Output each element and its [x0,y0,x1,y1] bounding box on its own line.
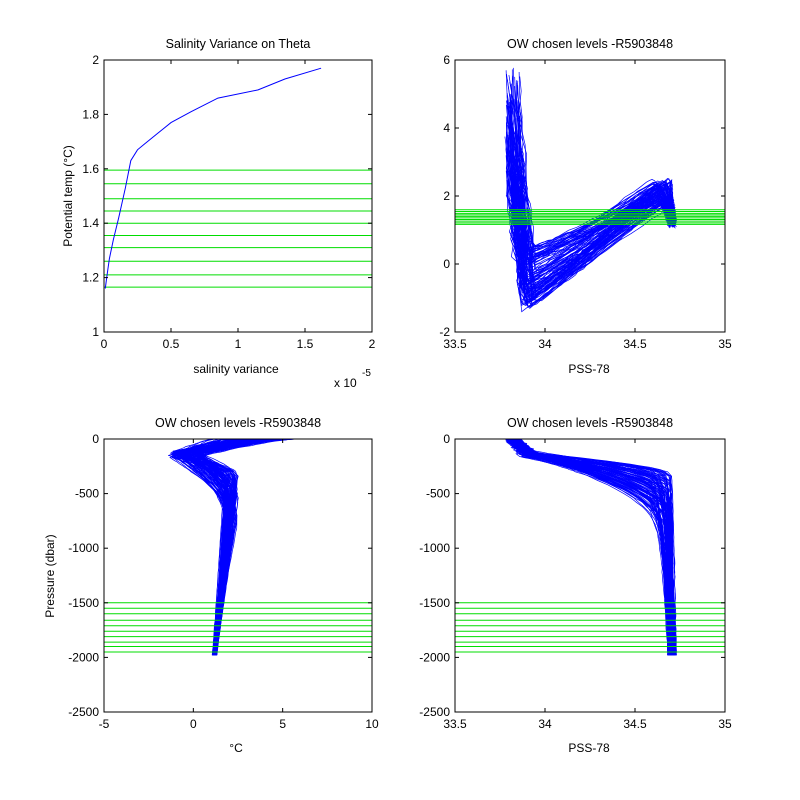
y-tick-label: -2000 [68,650,99,664]
y-tick-label: 1.8 [82,107,99,121]
y-tick-label: 1.6 [82,162,99,176]
panel-theta-salinity: 33.5 34 34.5 35 -2 0 2 4 6 OW chosen levels -R59… [439,37,732,376]
panel-4-title: OW chosen levels -R5903848 [507,416,673,430]
x-tick-label: 34 [538,717,552,731]
y-tick-label: 6 [443,53,450,67]
x-tick-label: 0 [101,337,108,351]
panel-1-ylabel: Potential temp (°C) [61,145,75,247]
panel-2-xlabel: PSS-78 [568,362,610,376]
x-tick-label: 1 [235,337,242,351]
panel-pressure-temperature: -5 0 5 10 -2500 -2000 -1500 -1000 -500 0 OW chose… [43,416,379,755]
panel-2-ticks: 33.5 34 34.5 35 -2 0 2 4 6 [439,53,732,351]
y-tick-label: 2 [443,189,450,203]
panel-1-x-multiplier-exponent: -5 [362,368,371,379]
panel-4-marks [455,439,725,656]
y-tick-label: 2 [92,53,99,67]
y-tick-label: 1.4 [82,216,99,230]
panel-1-ticks: 0 0.5 1 1.5 2 1 1.2 1.4 1.6 1.8 2 [82,53,375,351]
panel-1-x-multiplier: x 10 [334,376,357,390]
x-tick-label: 0.5 [163,337,180,351]
panel-4-ticks: 33.5 34 34.5 35 -2500 -2000 -1500 -1000 -500 0 [419,432,732,731]
panel-3-xlabel: °C [229,741,243,755]
panel-pressure-salinity: 33.5 34 34.5 35 -2500 -2000 -1500 -1000 -500 0 OW… [419,416,732,755]
y-tick-label: 0 [443,432,450,446]
panel-salinity-variance: 0 0.5 1 1.5 2 1 1.2 1.4 1.6 1.8 2 Salinity Varianc… [61,37,376,390]
panel-3-title: OW chosen levels -R5903848 [155,416,321,430]
panel-3-ylabel: Pressure (dbar) [43,534,57,617]
ts-profile-line [519,76,669,257]
y-tick-label: -1500 [68,596,99,610]
panel-2-marks [455,67,725,313]
x-tick-label: 35 [718,337,732,351]
panel-4-xlabel: PSS-78 [568,741,610,755]
panel-2-title: OW chosen levels -R5903848 [507,37,673,51]
y-tick-label: -500 [75,487,99,501]
x-tick-label: 35 [718,717,732,731]
x-tick-label: 33.5 [443,337,467,351]
ts-profile-line [507,175,673,291]
x-tick-label: 5 [279,717,286,731]
y-tick-label: -2000 [419,650,450,664]
panel-1-xlabel: salinity variance [193,362,279,376]
panel-4-axes-box [454,438,726,713]
x-tick-label: 34.5 [623,717,647,731]
y-tick-label: -500 [426,487,450,501]
ts-profile-line [511,115,673,259]
y-tick-label: -1500 [419,596,450,610]
panel-3-marks [104,439,372,656]
x-tick-label: 34.5 [623,337,647,351]
x-tick-label: 10 [365,717,379,731]
y-tick-label: -2500 [68,705,99,719]
panel-3-ticks: -5 0 5 10 -2500 -2000 -1500 -1000 -500 0 [68,432,379,731]
y-tick-label: -2 [439,325,450,339]
x-tick-label: 0 [190,717,197,731]
ts-profile-line [512,180,674,290]
y-tick-label: 1 [92,325,99,339]
y-tick-label: 1.2 [82,271,99,285]
panel-1-marks [104,67,372,289]
y-tick-label: 0 [92,432,99,446]
y-tick-label: -1000 [68,541,99,555]
x-tick-label: 33.5 [443,717,467,731]
y-tick-label: -1000 [419,541,450,555]
variance-line [104,67,322,289]
panel-3-axes-box [103,438,373,713]
x-tick-label: 1.5 [297,337,314,351]
y-tick-label: 4 [443,121,450,135]
x-tick-label: -5 [99,717,110,731]
panel-1-title: Salinity Variance on Theta [166,37,311,51]
x-tick-label: 2 [369,337,376,351]
x-tick-label: 34 [538,337,552,351]
y-tick-label: 0 [443,257,450,271]
y-tick-label: -2500 [419,705,450,719]
